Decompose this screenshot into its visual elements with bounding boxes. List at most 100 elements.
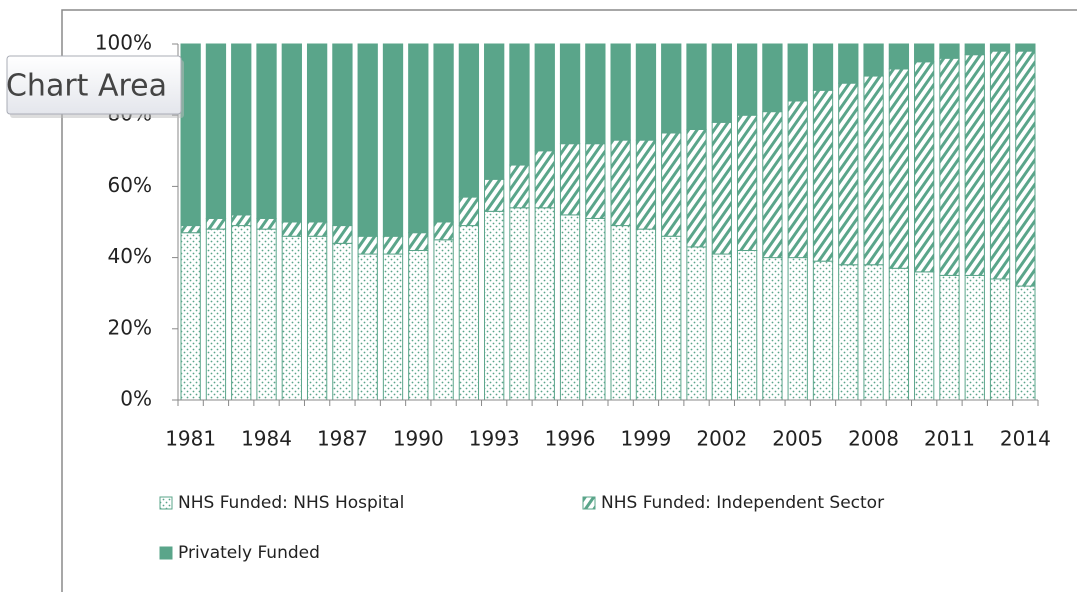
bar-segment — [281, 43, 302, 223]
bar-segment — [231, 43, 252, 216]
bar-segment — [205, 228, 227, 401]
bar-segment — [484, 178, 505, 212]
bar-segment — [939, 274, 960, 401]
bar-segment — [686, 43, 707, 130]
bar-segment — [433, 43, 454, 223]
y-tick-label: 60% — [108, 173, 152, 197]
bar-segment — [888, 267, 910, 401]
bar-segment — [914, 271, 935, 401]
bar-segment — [661, 43, 682, 134]
legend-label: NHS Funded: Independent Sector — [601, 493, 884, 513]
tooltip-text: Chart Area — [6, 69, 167, 104]
bar-segment — [382, 253, 404, 401]
bar-segment — [534, 43, 555, 152]
bar-segment — [458, 43, 480, 198]
bar-segment — [357, 43, 378, 237]
bar-segment — [205, 217, 227, 230]
bar-segment — [661, 235, 682, 401]
bar-segment — [762, 257, 783, 401]
bar-segment — [205, 43, 227, 219]
bar-segment — [939, 43, 960, 59]
bar-segment — [231, 214, 252, 227]
bar-segment — [635, 43, 657, 141]
x-tick-label: 1981 — [165, 427, 216, 451]
bar-segment — [711, 121, 732, 255]
bar-segment — [812, 43, 834, 91]
bar-segment — [357, 235, 378, 255]
bar-segment — [838, 43, 859, 84]
y-tick-label: 20% — [108, 315, 152, 339]
bar-segment — [256, 228, 277, 401]
bar-segment — [686, 246, 707, 401]
bar-segment — [762, 43, 783, 113]
bar-segment — [332, 242, 353, 401]
bar-segment — [812, 89, 834, 262]
bar-segment — [332, 43, 353, 227]
bar-segment — [306, 221, 328, 237]
bar-segment — [838, 82, 859, 266]
bar-segment — [559, 143, 581, 216]
bar-segment — [686, 128, 707, 248]
legend-label: Privately Funded — [178, 543, 320, 563]
bar-segment — [661, 132, 682, 237]
bar-segment — [939, 57, 960, 276]
x-tick-label: 2008 — [848, 427, 899, 451]
x-tick-label: 1987 — [317, 427, 368, 451]
bar-segment — [787, 100, 808, 259]
bar-segment — [635, 228, 657, 401]
x-tick-label: 2014 — [1000, 427, 1051, 451]
bar-segment — [964, 274, 985, 401]
bar-segment — [610, 225, 631, 401]
bar-segment — [989, 50, 1011, 280]
bar-segment — [585, 43, 606, 145]
bar-segment — [711, 43, 732, 123]
x-tick-label: 1999 — [620, 427, 671, 451]
x-tick-label: 2005 — [772, 427, 823, 451]
bar-segment — [1015, 50, 1036, 287]
bar-segment — [458, 196, 480, 227]
bar-segment — [458, 225, 480, 401]
bar-segment — [914, 61, 935, 273]
bar-segment — [736, 43, 758, 116]
bar-segment — [408, 43, 429, 234]
bar-segment — [711, 253, 732, 401]
bar-segment — [433, 221, 454, 241]
bar-segment — [635, 139, 657, 230]
bar-segment — [964, 43, 985, 56]
bar-segment — [812, 260, 834, 401]
bar-segment — [180, 232, 201, 401]
bar-segment — [559, 43, 581, 145]
bar-segment — [838, 264, 859, 401]
bar-segment — [610, 43, 631, 141]
bar-segment — [281, 235, 302, 401]
x-tick-label: 1990 — [393, 427, 444, 451]
x-tick-label: 1996 — [545, 427, 596, 451]
bar-segment — [484, 43, 505, 180]
bar-segment — [281, 221, 302, 237]
bar-segment — [256, 217, 277, 230]
bar-segment — [382, 235, 404, 255]
bar-segment — [357, 253, 378, 401]
y-tick-label: 40% — [108, 244, 152, 268]
x-tick-label: 2002 — [696, 427, 747, 451]
bar-segment — [484, 210, 505, 401]
bar-segment — [534, 207, 555, 401]
bar-segment — [585, 143, 606, 219]
bar-segment — [382, 43, 404, 237]
bar-segment — [509, 207, 530, 401]
legend-label: NHS Funded: NHS Hospital — [178, 493, 404, 513]
bar-segment — [559, 214, 581, 401]
bar-segment — [863, 43, 884, 77]
bar-segment — [231, 225, 252, 401]
bar-segment — [736, 249, 758, 401]
bar-segment — [787, 257, 808, 401]
bar-segment — [509, 43, 530, 166]
tooltip-box — [6, 55, 182, 115]
bar-segment — [888, 43, 910, 70]
bar-segment — [585, 217, 606, 401]
y-tick-label: 100% — [95, 31, 152, 55]
bar-segment — [306, 43, 328, 223]
bar-segment — [989, 43, 1011, 52]
legend-swatch — [159, 496, 173, 510]
bar-segment — [863, 264, 884, 401]
